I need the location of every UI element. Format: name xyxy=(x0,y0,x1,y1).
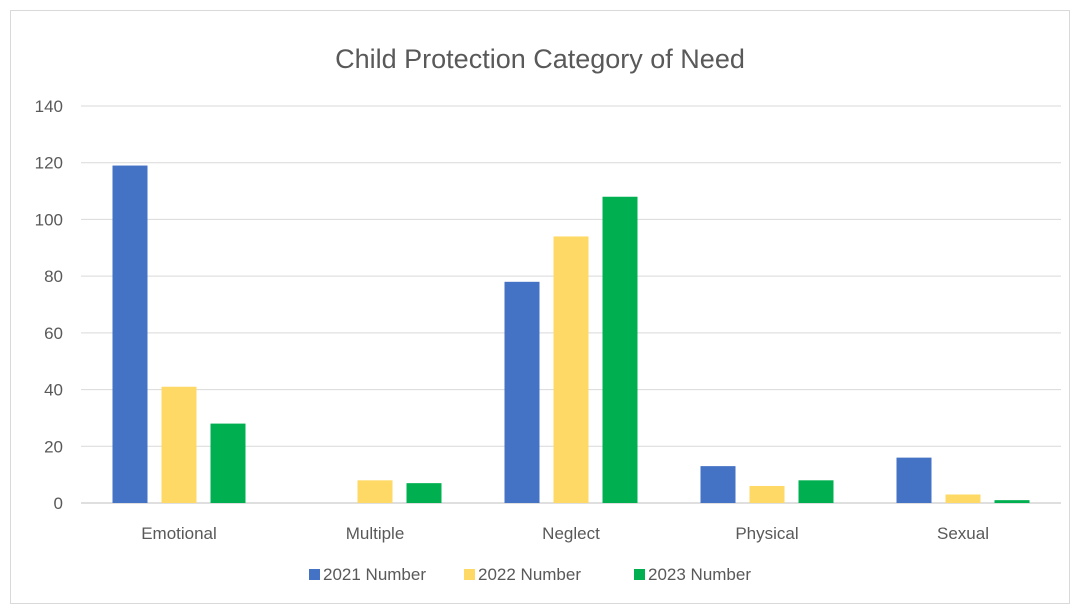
bar-2023-number-physical xyxy=(798,480,834,503)
bar-2022-number-emotional xyxy=(161,386,197,503)
bar-2021-number-physical xyxy=(700,466,736,503)
x-tick-label: Sexual xyxy=(937,524,989,543)
legend-label: 2022 Number xyxy=(478,565,581,584)
x-tick-label: Neglect xyxy=(542,524,600,543)
legend: 2021 Number 2022 Number 2023 Number xyxy=(309,565,751,584)
x-tick-label: Physical xyxy=(735,524,798,543)
bar-2022-number-multiple xyxy=(357,480,393,503)
bar-2023-number-sexual xyxy=(994,500,1030,503)
bar-2023-number-multiple xyxy=(406,483,442,503)
bar-2022-number-neglect xyxy=(553,236,589,503)
bar-2023-number-emotional xyxy=(210,423,246,503)
bar-chart: Child Protection Category of Need 0 20 40 6… xyxy=(35,44,1061,584)
chart-title: Child Protection Category of Need xyxy=(335,44,745,74)
y-axis-tick-labels: 0 20 40 60 80 100 120 140 xyxy=(35,97,63,513)
y-tick-label: 100 xyxy=(35,210,63,229)
y-tick-label: 0 xyxy=(54,494,63,513)
legend-swatch xyxy=(464,569,475,580)
y-tick-label: 60 xyxy=(44,324,63,343)
y-tick-label: 80 xyxy=(44,267,63,286)
bar-2021-number-emotional xyxy=(112,165,148,504)
legend-swatch xyxy=(309,569,320,580)
y-tick-label: 140 xyxy=(35,97,63,116)
bar-2021-number-neglect xyxy=(504,281,540,503)
x-axis-tick-labels: Emotional Multiple Neglect Physical Sexual xyxy=(141,524,989,543)
y-tick-label: 40 xyxy=(44,381,63,400)
bar-2023-number-neglect xyxy=(602,196,638,503)
y-tick-label: 120 xyxy=(35,154,63,173)
legend-swatch xyxy=(634,569,645,580)
y-tick-label: 20 xyxy=(44,437,63,456)
x-tick-label: Multiple xyxy=(346,524,405,543)
x-tick-label: Emotional xyxy=(141,524,217,543)
bar-2022-number-sexual xyxy=(945,494,981,503)
legend-label: 2021 Number xyxy=(323,565,426,584)
legend-label: 2023 Number xyxy=(648,565,751,584)
bar-2022-number-physical xyxy=(749,485,785,503)
chart-frame: Child Protection Category of Need 0 20 40 6… xyxy=(10,10,1070,604)
bars xyxy=(112,165,1030,504)
bar-2021-number-sexual xyxy=(896,457,932,503)
